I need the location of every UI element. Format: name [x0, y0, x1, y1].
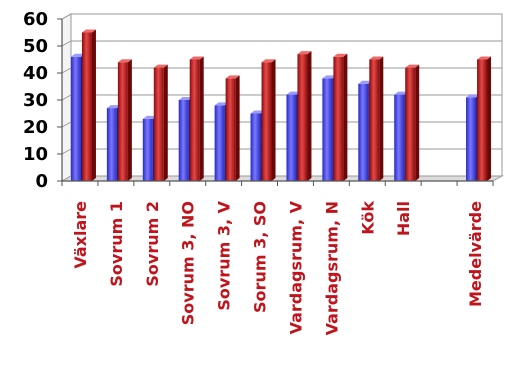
x-tick-label-4: Sovrum 3, V — [215, 200, 234, 310]
y-tick-label-60: 60 — [23, 9, 48, 30]
x-tick-label-7: Vardagsrum, N — [322, 201, 341, 335]
x-tick-label-2: Sovrum 2 — [143, 201, 162, 287]
bar-red-1 — [117, 59, 132, 182]
bar-red-6 — [297, 51, 312, 181]
y-tick-label-30: 30 — [23, 90, 48, 111]
bar-red-7 — [333, 53, 348, 181]
bar-red-8 — [369, 56, 384, 181]
gridline-50 — [61, 40, 502, 47]
bar-red-4 — [225, 75, 240, 181]
y-tick-label-50: 50 — [23, 36, 48, 57]
bars — [70, 29, 492, 182]
bar-red-11 — [477, 56, 492, 181]
x-tick-label-5: Sorum 3, SO — [251, 201, 270, 313]
y-axis: 0 10 20 30 40 50 60 — [23, 9, 62, 192]
x-tick-label-3: Sovrum 3, NO — [179, 201, 198, 325]
gridline-60 — [61, 13, 502, 20]
x-tick-label-6: Vardagsrum, V — [286, 200, 305, 334]
y-tick-label-40: 40 — [23, 63, 48, 84]
y-tick-label-0: 0 — [35, 171, 48, 192]
x-tick-label-0: Växlare — [71, 201, 90, 269]
bar-red-5 — [261, 59, 276, 182]
bar-red-9 — [405, 64, 420, 181]
bar-red-3 — [189, 56, 204, 181]
x-tick-label-8: Kök — [358, 201, 377, 235]
bar-red-0 — [81, 29, 96, 181]
x-tick-label-11: Medelvärde — [466, 201, 485, 307]
x-axis: Växlare Sovrum 1 Sovrum 2 Sovrum 3, NO Sovru… — [61, 181, 494, 335]
x-tick-label-1: Sovrum 1 — [107, 201, 126, 287]
y-tick-label-20: 20 — [23, 117, 48, 138]
x-tick-label-9: Hall — [394, 201, 413, 236]
y-tick-label-10: 10 — [23, 144, 48, 165]
bar-red-2 — [153, 64, 168, 181]
